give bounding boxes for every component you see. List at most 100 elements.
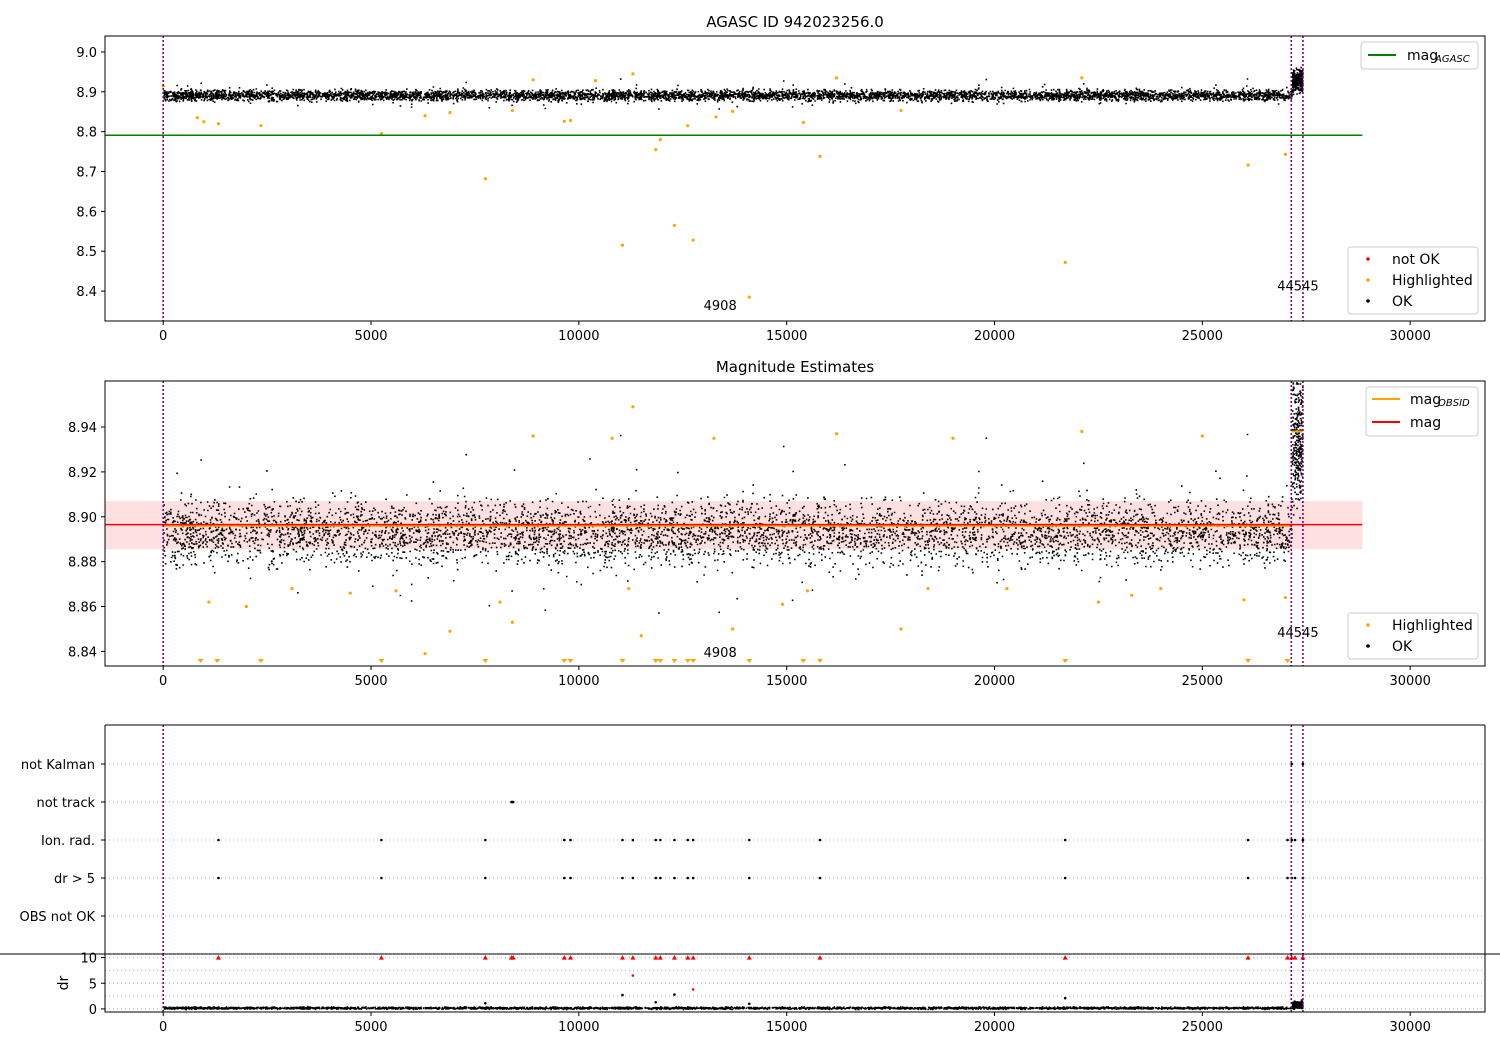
highlighted-point <box>1063 260 1067 265</box>
highlighted-point <box>818 154 822 158</box>
highlighted-point <box>394 589 398 593</box>
flag-point <box>1063 876 1067 880</box>
x-tick-label: 0 <box>159 329 167 344</box>
y-tick-label: 8.92 <box>68 466 97 481</box>
x-tick-label: 25000 <box>1182 674 1223 689</box>
highlighted-point <box>780 602 785 606</box>
highlighted-point <box>672 223 677 227</box>
legend-mag-obsid-sub: OBSID <box>1438 398 1470 409</box>
x-tick-label: 30000 <box>1390 674 1431 689</box>
x-tick-label: 15000 <box>766 329 807 344</box>
highlighted-point <box>244 604 248 609</box>
clipped-low-marker <box>482 659 489 663</box>
highlighted-point <box>1130 593 1134 597</box>
highlighted-point <box>290 586 294 591</box>
flag-point <box>747 876 751 880</box>
ok-points-ok <box>163 78 1293 110</box>
x-tick-label: 25000 <box>1182 1020 1223 1035</box>
clipped-low-marker <box>214 659 221 663</box>
highlighted-point <box>686 124 690 128</box>
flag-point <box>1293 838 1297 842</box>
y-tick-label: 8.88 <box>68 556 97 571</box>
y-tick-label: 5 <box>89 977 97 992</box>
dr-capped-marker <box>630 955 636 960</box>
dr-ylabel: dr <box>56 975 72 990</box>
clipped-low-marker <box>671 659 678 663</box>
highlighted-point <box>483 177 487 181</box>
agasc-title: AGASC ID 942023256.0 <box>706 13 884 31</box>
magnitude-estimates-panel: 4908 44545 Magnitude Estimates 0 5000 10000… <box>68 358 1486 689</box>
flag-point <box>563 876 566 880</box>
y-tick-label: 8.7 <box>76 166 97 181</box>
agasc-axes-frame <box>104 35 1486 322</box>
dr-outlier-point <box>747 1002 751 1006</box>
highlighted-point <box>1283 595 1288 600</box>
highlighted-point <box>834 76 839 80</box>
clipped-low-marker <box>619 659 626 663</box>
flag-point <box>563 838 566 842</box>
y-tick-label: 8.86 <box>68 601 97 616</box>
flag-point <box>686 838 690 842</box>
dr-capped-marker <box>1245 955 1251 960</box>
dr-capped-marker <box>1300 955 1306 960</box>
clipped-low-marker <box>800 659 807 663</box>
dr-outlier-point <box>631 974 635 977</box>
highlighted-point <box>448 629 452 633</box>
flag-point <box>484 838 487 842</box>
highlighted-point <box>1005 586 1009 591</box>
highlighted-point <box>714 115 718 119</box>
x-tick-label: 15000 <box>766 1020 807 1035</box>
highlighted-point <box>593 79 598 83</box>
flag-point <box>621 876 624 880</box>
dr-capped-marker <box>1292 955 1298 960</box>
flag-point <box>1286 838 1289 842</box>
legend-ok-2: OK <box>1392 639 1413 655</box>
legend-mag-agasc-label: mag <box>1407 48 1438 64</box>
highlighted-point <box>1080 429 1084 434</box>
highlighted-point <box>631 72 635 76</box>
mag-est-legend-bottom: Highlighted OK <box>1347 612 1479 660</box>
highlighted-point <box>531 434 535 438</box>
y-tick-label: 8.9 <box>76 86 97 101</box>
dr-points <box>163 1005 1294 1011</box>
dr-capped-marker <box>568 955 574 960</box>
highlighted-point <box>951 436 955 440</box>
x-tick-label: 20000 <box>974 1020 1015 1035</box>
clipped-low-marker <box>684 659 691 663</box>
flag-point <box>691 876 695 880</box>
dr-capped-marker <box>510 955 516 960</box>
highlighted-point <box>658 138 662 142</box>
dr-capped-marker <box>215 955 221 960</box>
flag-point <box>1290 838 1294 842</box>
flag-point <box>654 838 658 842</box>
dr-capped-marker <box>817 955 823 960</box>
highlighted-point <box>202 120 206 124</box>
highlighted-point <box>423 114 427 118</box>
flag-point <box>569 876 572 880</box>
agasc-panel: 4908 44545 AGASC ID 942023256.0 0 5000 1000… <box>76 13 1486 344</box>
x-tick-label: 10000 <box>558 329 599 344</box>
mag-est-legend-top: mag OBSID mag <box>1365 386 1479 437</box>
highlighted-point <box>1242 598 1246 602</box>
highlighted-point <box>631 405 635 409</box>
agasc-legend-bottom: not OK Highlighted OK <box>1347 246 1479 315</box>
highlighted-point <box>259 124 263 128</box>
annotation-label: 4908 <box>704 646 737 661</box>
flag-point <box>217 876 220 880</box>
y-tick-label: 8.84 <box>68 645 97 660</box>
x-tick-label: 20000 <box>974 329 1015 344</box>
flag-point <box>691 838 695 842</box>
flag-point <box>511 800 515 804</box>
flag-point <box>686 876 690 880</box>
highlighted-point <box>1159 586 1163 591</box>
annotation-label: 44545 <box>1277 279 1318 294</box>
dr-outlier-point <box>1063 996 1067 1000</box>
x-tick-label: 0 <box>159 1020 167 1035</box>
dr-capped-marker <box>671 955 677 960</box>
flag-point <box>1301 762 1305 766</box>
highlighted-point <box>639 634 643 638</box>
tail-points <box>1291 382 1304 519</box>
flag-point <box>818 876 822 880</box>
dr-capped-marker <box>1289 955 1295 960</box>
y-tick-label: 8.4 <box>76 285 97 300</box>
